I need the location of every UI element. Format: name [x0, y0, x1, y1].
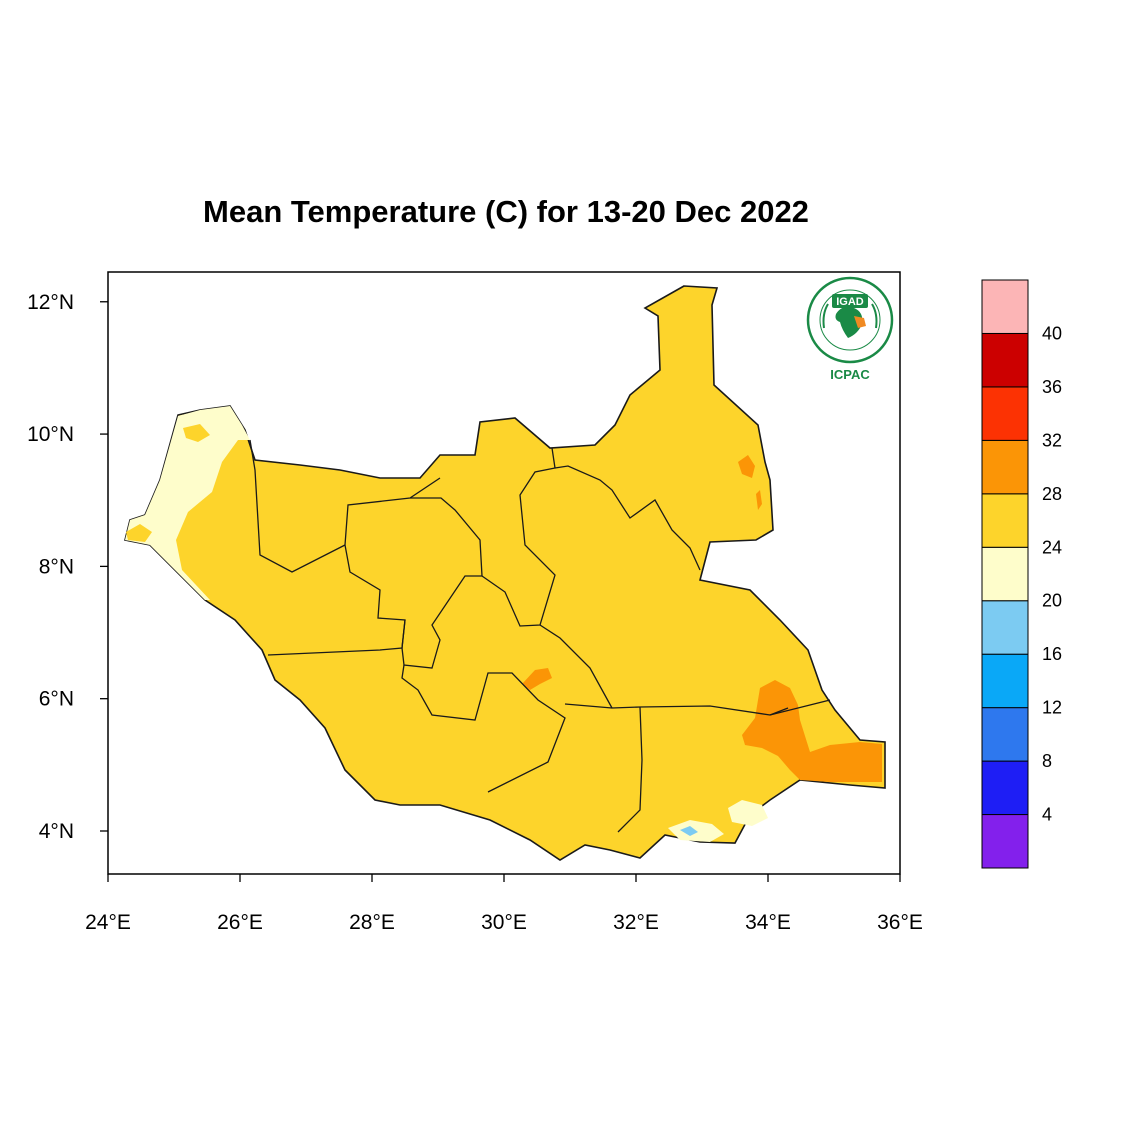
colorbar-swatch — [981, 653, 1029, 709]
colorbar-label: 12 — [1042, 698, 1062, 718]
colorbar-swatch — [981, 814, 1029, 869]
colorbar-label: 28 — [1042, 484, 1062, 504]
icpac-logo: IGAD ICPAC — [806, 276, 894, 382]
logo-bottom-text: ICPAC — [830, 367, 870, 382]
country-fill — [124, 285, 886, 861]
x-tick-label: 24°E — [85, 911, 131, 934]
x-tick-label: 36°E — [877, 911, 923, 934]
colorbar-swatch — [981, 493, 1029, 548]
colorbar: 4 8 12 16 20 24 28 32 36 40 — [981, 279, 1062, 869]
hot-zone-northeast — [738, 455, 755, 478]
colorbar-swatch — [981, 600, 1029, 655]
colorbar-swatch — [981, 760, 1029, 816]
colorbar-label: 16 — [1042, 644, 1062, 664]
colorbar-swatch — [981, 386, 1029, 441]
hot-zone-east — [742, 680, 882, 782]
state-boundaries — [249, 439, 831, 833]
map-title: Mean Temperature (C) for 13-20 Dec 2022 — [203, 194, 809, 229]
colorbar-label: 24 — [1042, 537, 1062, 557]
y-tick-label: 6°N — [39, 688, 74, 711]
logo-inner-ring — [819, 289, 881, 351]
cool-zone-south — [728, 800, 768, 826]
y-tick-label: 10°N — [27, 423, 74, 446]
colorbar-swatch — [981, 707, 1029, 762]
cool-zone-northwest — [125, 406, 250, 600]
warm-spot-west — [126, 524, 152, 542]
colorbar-label: 20 — [1042, 591, 1062, 611]
colorbar-label: 4 — [1042, 805, 1052, 825]
cold-spot-south — [680, 826, 698, 836]
y-tick-label: 8°N — [39, 555, 74, 578]
x-tick-label: 34°E — [745, 911, 791, 934]
y-axis: 12°N 10°N 8°N 6°N 4°N — [27, 291, 108, 843]
colorbar-swatch — [981, 279, 1029, 334]
x-tick-label: 32°E — [613, 911, 659, 934]
y-tick-label: 12°N — [27, 291, 74, 314]
igad-region-icon — [854, 316, 866, 328]
colorbar-label: 36 — [1042, 377, 1062, 397]
y-tick-label: 4°N — [39, 820, 74, 843]
x-tick-label: 28°E — [349, 911, 395, 934]
x-tick-label: 26°E — [217, 911, 263, 934]
hot-spot-northeast-2 — [756, 490, 762, 510]
colorbar-label: 32 — [1042, 430, 1062, 450]
x-tick-label: 30°E — [481, 911, 527, 934]
x-axis: 24°E 26°E 28°E 30°E 32°E 34°E 36°E — [85, 874, 923, 934]
colorbar-swatch — [981, 439, 1029, 495]
logo-top-text: IGAD — [836, 296, 864, 308]
colorbar-swatch — [981, 546, 1029, 602]
colorbar-swatch — [981, 332, 1029, 388]
africa-map-icon — [835, 306, 863, 338]
laurel-left-icon — [822, 303, 829, 329]
logo-banner — [832, 294, 868, 308]
hot-zone-central — [522, 668, 552, 690]
colorbar-label: 8 — [1042, 751, 1052, 771]
warm-spot-northwest — [183, 424, 210, 442]
colorbar-label: 40 — [1042, 323, 1062, 343]
temperature-map — [124, 285, 886, 861]
laurel-right-icon — [871, 303, 878, 329]
